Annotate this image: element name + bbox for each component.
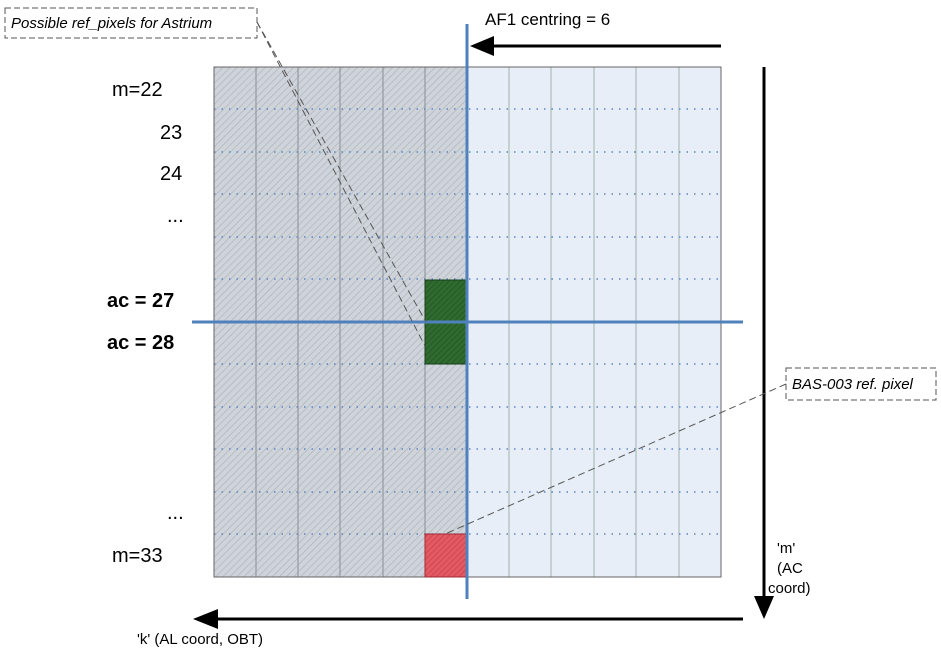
astrium-callout-text: Possible ref_pixels for Astrium [11,15,212,32]
row-label-ellipsis-bottom: ... [167,502,184,524]
row-label-m22: m=22 [112,79,163,101]
row-label-ellipsis-top: ... [167,205,184,227]
k-axis-arrow-head [193,609,218,629]
astrium-callout-box [4,7,258,39]
bas-callout-box [785,367,937,401]
bas-callout-text: BAS-003 ref. pixel [792,376,914,393]
m-axis-label-line1: 'm' [777,540,795,557]
bas-leader-line [444,383,787,535]
m-axis-label-line2: (AC [777,560,803,577]
row-label-23: 23 [160,122,182,144]
row-label-ac28: ac = 28 [107,332,174,354]
centring-label: AF1 centring = 6 [485,10,610,29]
k-axis-label: 'k' (AL coord, OBT) [137,631,263,648]
astrium-leader-lines [256,21,427,347]
row-label-ac27: ac = 27 [107,290,174,312]
centring-arrow-head [470,36,494,56]
row-label-24: 24 [160,163,182,185]
m-axis-arrow-head [754,596,774,619]
m-axis-label-line3: coord) [768,580,811,597]
row-label-m33: m=33 [112,545,163,567]
bas-003-ref-pixel [424,533,468,578]
